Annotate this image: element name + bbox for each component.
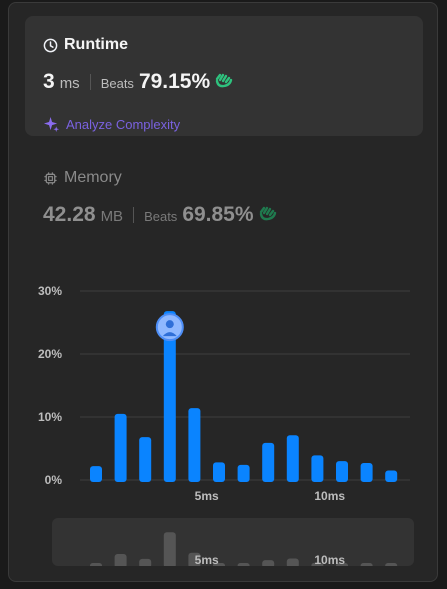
memory-title: Memory	[64, 169, 122, 186]
histogram-bar	[237, 464, 250, 482]
user-avatar-body	[162, 332, 177, 337]
divider	[133, 207, 135, 223]
navigator-bar	[139, 558, 152, 566]
clapping-hands-icon	[259, 206, 276, 221]
memory-header[interactable]: Memory	[43, 169, 122, 187]
histogram-bar	[262, 442, 275, 482]
navigator-bar	[213, 563, 225, 566]
navigator-bar	[385, 563, 398, 566]
histogram-bar	[188, 408, 201, 482]
divider	[89, 74, 91, 90]
histogram-bar	[114, 413, 127, 482]
histogram-bar	[90, 466, 102, 482]
navigator-bar	[114, 554, 127, 566]
navigator-bar	[90, 563, 102, 566]
runtime-stats: 3 ms Beats 79.15%	[43, 70, 234, 94]
runtime-header: Runtime	[43, 36, 128, 54]
clapping-hands-icon	[215, 73, 233, 88]
runtime-unit: ms	[59, 75, 80, 92]
range-navigator-chart[interactable]: 5ms 10ms	[52, 518, 414, 566]
navigator-tick-label: 5ms	[195, 553, 219, 566]
sparkle-icon	[43, 116, 60, 133]
histogram-bar	[163, 311, 176, 482]
y-tick-label: 30%	[38, 284, 62, 298]
navigator-bar	[163, 532, 176, 566]
range-navigator[interactable]: 5ms 10ms	[52, 518, 414, 566]
clock-icon	[43, 38, 58, 52]
navigator-bar	[286, 558, 299, 566]
y-tick-label: 0%	[45, 473, 63, 487]
x-tick-label: 5ms	[195, 489, 219, 503]
histogram-bar	[336, 461, 348, 482]
runtime-value: 3	[43, 70, 55, 93]
chip-icon	[44, 171, 57, 185]
histogram-bar	[139, 437, 152, 482]
navigator-tick-label: 10ms	[314, 553, 345, 566]
analyze-complexity-label: Analyze Complexity	[66, 117, 181, 132]
runtime-title: Runtime	[64, 36, 128, 53]
navigator-bar	[360, 563, 373, 566]
memory-stats: 42.28 MB Beats 69.85%	[43, 203, 278, 227]
y-tick-label: 20%	[38, 347, 62, 361]
navigator-bar	[336, 563, 348, 566]
runtime-beats-label: Beats	[100, 76, 134, 91]
histogram-bar	[311, 455, 324, 482]
memory-beats-label: Beats	[144, 209, 178, 224]
analyze-complexity-button[interactable]: Analyze Complexity	[43, 116, 180, 133]
histogram-bar	[360, 462, 373, 482]
memory-beats-value: 69.85%	[182, 203, 254, 226]
navigator-bar	[188, 552, 201, 566]
x-tick-label: 10ms	[314, 489, 345, 503]
runtime-beats-value: 79.15%	[138, 70, 211, 93]
y-tick-label: 10%	[38, 410, 62, 424]
memory-value: 42.28	[43, 203, 96, 226]
navigator-bar	[237, 563, 250, 566]
navigator-bar	[311, 562, 324, 566]
histogram-bar	[286, 435, 299, 482]
histogram-bar	[385, 470, 398, 482]
navigator-bar	[262, 560, 275, 566]
user-avatar-icon	[165, 320, 174, 329]
memory-unit: MB	[100, 208, 124, 225]
histogram-bar	[213, 462, 225, 482]
submission-stats-panel: Runtime 3 ms Beats 79.15% Analyze Comple…	[8, 2, 438, 582]
runtime-card[interactable]: Runtime 3 ms Beats 79.15% Analyze Comple…	[25, 16, 423, 136]
